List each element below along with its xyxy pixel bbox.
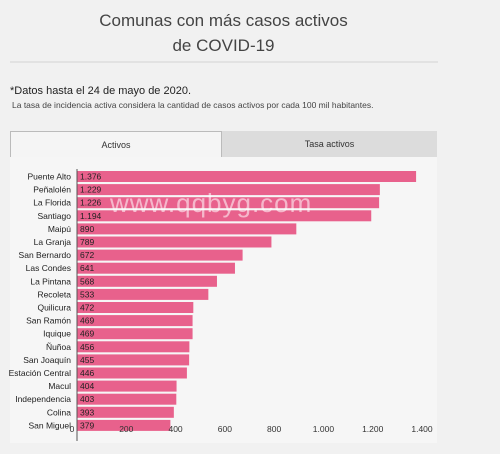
watermark-text: www.qqbyg.com [110, 188, 313, 218]
category-label: Puente Alto [28, 172, 72, 182]
category-label: Iquique [43, 329, 71, 339]
category-label: San Miguel [28, 420, 71, 430]
chart-title: Comunas con más casos activos de COVID-1… [0, 8, 447, 58]
data-label: 641 [80, 263, 94, 273]
data-label: 379 [80, 420, 94, 430]
bar-0 [77, 171, 417, 182]
category-label: Maipú [48, 224, 71, 234]
x-tick-label: 1.200 [362, 424, 384, 434]
bar-8 [77, 275, 217, 287]
data-label: 456 [80, 342, 94, 352]
category-label: Santiago [37, 211, 71, 221]
bar-5 [77, 236, 272, 248]
x-tick-label: 400 [168, 424, 182, 434]
category-label: Independencia [15, 394, 71, 404]
bar-16 [77, 380, 177, 392]
x-tick-label: 1.400 [411, 424, 433, 434]
bar-13 [77, 341, 190, 353]
data-label: 469 [80, 329, 94, 339]
category-label: San Bernardo [19, 250, 72, 260]
bar-6 [77, 249, 243, 261]
category-label: Recoleta [37, 289, 71, 299]
bar-2 [77, 197, 380, 209]
data-label: 568 [80, 276, 94, 286]
bar-3 [77, 210, 372, 222]
category-label: La Granja [34, 237, 72, 247]
tab-tasa-activos[interactable]: Tasa activos [222, 131, 437, 157]
title-divider [10, 61, 438, 63]
chart-tabs: Activos Tasa activos [10, 131, 437, 157]
data-label: 890 [80, 224, 94, 234]
title-line-1: Comunas con más casos activos [99, 11, 348, 30]
bar-11 [77, 315, 193, 327]
data-label: 404 [80, 381, 94, 391]
x-tick-label: 600 [218, 424, 232, 434]
category-label: Colina [47, 407, 71, 417]
tab-activos[interactable]: Activos [10, 131, 222, 157]
x-tick-label: 0 [70, 424, 75, 434]
data-label: 393 [80, 407, 94, 417]
bar-10 [77, 302, 194, 313]
data-label: 672 [80, 250, 94, 260]
category-label: Las Condes [26, 263, 71, 273]
bar-19 [77, 419, 171, 431]
bar-18 [77, 406, 174, 418]
date-note: *Datos hasta el 24 de mayo de 2020. [10, 85, 192, 97]
data-label: 455 [80, 355, 94, 365]
data-label: 446 [80, 368, 94, 378]
description-note: La tasa de incidencia activa considera l… [12, 100, 374, 110]
bar-15 [77, 367, 187, 379]
x-tick-label: 200 [119, 424, 133, 434]
category-label: La Pintana [30, 276, 71, 286]
bar-14 [77, 354, 190, 366]
title-line-2: de COVID-19 [172, 36, 275, 55]
bar-7 [77, 262, 235, 274]
category-label: La Florida [33, 198, 71, 208]
bar-9 [77, 288, 209, 300]
data-label: 789 [80, 237, 94, 247]
data-label: 1.194 [80, 211, 102, 221]
x-tick-label: 1.000 [313, 424, 335, 434]
data-label: 1.229 [80, 185, 102, 195]
data-label: 1.376 [80, 172, 102, 182]
category-label: Peñalolén [33, 185, 71, 195]
category-label: Quilicura [37, 303, 71, 313]
bar-4 [77, 223, 297, 235]
category-label: Ñuñoa [46, 342, 71, 352]
x-tick-label: 800 [267, 424, 281, 434]
data-label: 469 [80, 316, 94, 326]
category-label: San Ramón [26, 316, 71, 326]
bar-12 [77, 328, 193, 340]
data-label: 403 [80, 394, 94, 404]
data-label: 472 [80, 303, 94, 313]
bar-17 [77, 393, 177, 405]
category-label: Estación Central [9, 368, 71, 378]
bar-1 [77, 184, 380, 196]
data-label: 1.226 [80, 198, 102, 208]
category-label: Macul [48, 381, 71, 391]
data-label: 533 [80, 289, 94, 299]
category-label: San Joaquín [23, 355, 71, 365]
